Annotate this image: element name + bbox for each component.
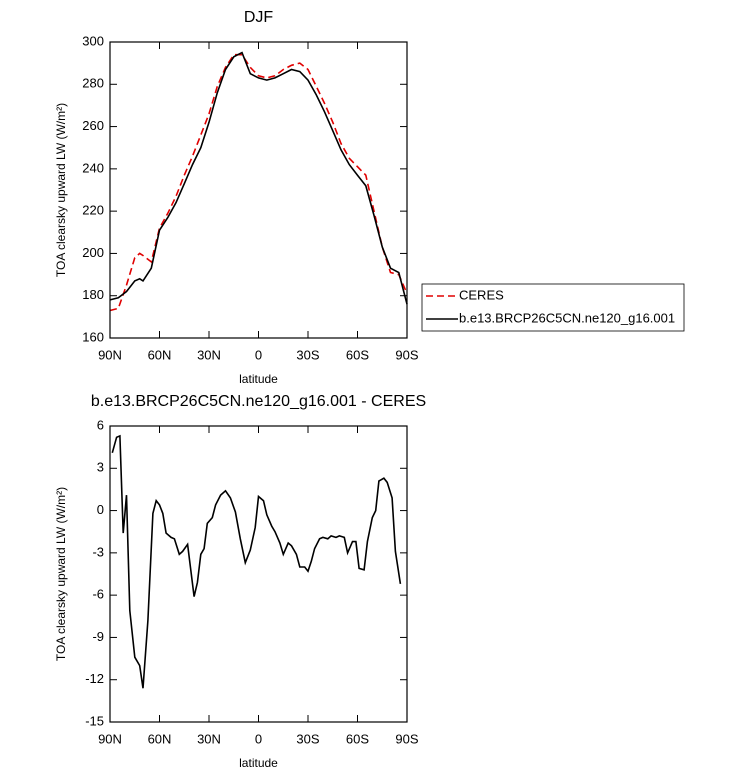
y-tick-label: 240: [82, 160, 104, 175]
y-tick-label: 260: [82, 118, 104, 133]
y-tick-label: 200: [82, 245, 104, 260]
y-tick-label: -9: [92, 629, 104, 644]
data-line: [111, 434, 402, 689]
x-tick-label: 30N: [197, 347, 221, 362]
y-tick-label: -12: [85, 671, 104, 686]
y-tick-label: 3: [97, 460, 104, 475]
chart-title: b.e13.BRCP26C5CN.ne120_g16.001 - CERES: [91, 393, 426, 410]
y-tick-label: 0: [97, 502, 104, 517]
x-tick-label: 30N: [197, 731, 221, 746]
y-tick-label: 220: [82, 203, 104, 218]
y-tick-label: 280: [82, 76, 104, 91]
plot-frame: [109, 41, 408, 339]
legend-label: b.e13.BRCP26C5CN.ne120_g16.001: [459, 310, 675, 325]
y-axis-label: TOA clearsky upward LW (W/m²): [54, 487, 68, 661]
plot-frame: [109, 425, 408, 723]
y-tick-label: -15: [85, 713, 104, 728]
x-tick-label: 60S: [346, 731, 369, 746]
x-tick-label: 0: [255, 731, 262, 746]
y-tick-label: -3: [92, 544, 104, 559]
x-tick-label: 60N: [148, 347, 172, 362]
x-tick-label: 30S: [296, 347, 319, 362]
x-tick-label: 60S: [346, 347, 369, 362]
y-tick-label: 180: [82, 287, 104, 302]
legend-label: CERES: [459, 287, 504, 302]
x-tick-label: 90S: [395, 347, 418, 362]
legend-box: [421, 283, 685, 332]
data-line: [109, 51, 408, 305]
y-tick-label: -6: [92, 587, 104, 602]
x-tick-label: 90N: [98, 347, 122, 362]
x-tick-label: 60N: [148, 731, 172, 746]
x-tick-label: 0: [255, 347, 262, 362]
x-axis-label: latitude: [239, 756, 278, 770]
x-tick-label: 30S: [296, 731, 319, 746]
x-tick-label: 90N: [98, 731, 122, 746]
data-line: [109, 53, 408, 312]
y-tick-label: 300: [82, 33, 104, 48]
x-tick-label: 90S: [395, 731, 418, 746]
y-tick-label: 6: [97, 417, 104, 432]
chart-title: DJF: [244, 9, 274, 26]
y-tick-label: 160: [82, 329, 104, 344]
x-axis-label: latitude: [239, 372, 278, 386]
y-axis-label: TOA clearsky upward LW (W/m²): [54, 103, 68, 277]
